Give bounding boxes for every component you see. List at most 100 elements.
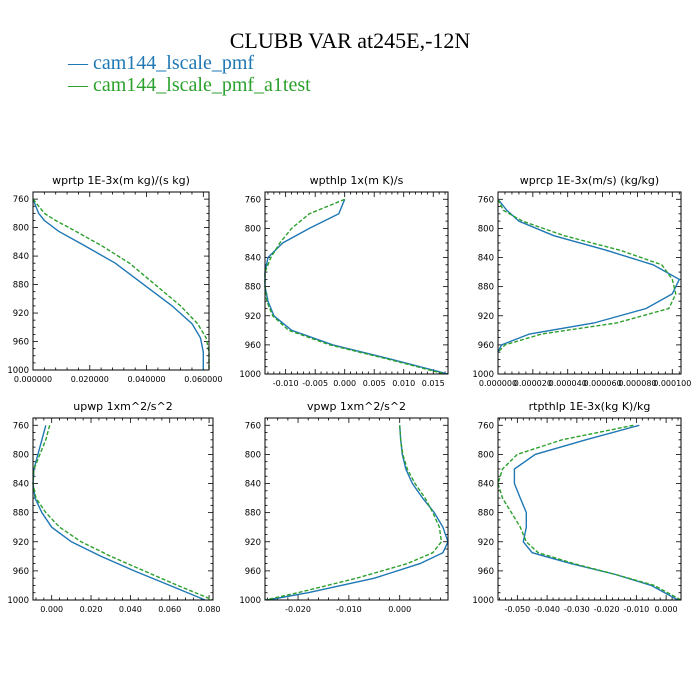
series-line-2 xyxy=(264,198,446,375)
x-tick-label: -0.010 xyxy=(336,605,362,614)
plot-frame xyxy=(497,417,682,601)
series-line-1 xyxy=(32,198,205,370)
figure-title: CLUBB VAR at245E,-12N xyxy=(229,28,471,53)
y-tick-label: 920 xyxy=(478,312,494,322)
x-tick-label: 0.020000 xyxy=(71,375,109,384)
y-tick-label: 840 xyxy=(13,252,29,262)
legend-line-marker: — xyxy=(68,74,93,96)
x-tick-label: 0.000000 xyxy=(14,375,52,384)
y-tick-label: 960 xyxy=(13,567,29,577)
x-tick-label: 0.040000 xyxy=(127,375,165,384)
x-tick-label: -0.010 xyxy=(623,605,649,614)
x-tick-label: -0.005 xyxy=(302,379,328,388)
series-line-2 xyxy=(497,424,682,601)
series-line-1 xyxy=(32,425,206,601)
series-line-2 xyxy=(264,425,443,601)
subplot-1: wprtp 1E-3x(m kg)/(s kg) 760 800 840 880 920 9… xyxy=(7,174,222,384)
subplot-6: rtpthlp 1E-3x(kg K)/kg 760 800 840 880 920 960… xyxy=(472,400,682,614)
subplot-title: vpwp 1xm^2/s^2 xyxy=(307,400,406,413)
x-tick-label: -0.020 xyxy=(594,605,620,614)
series-line-2 xyxy=(32,425,214,601)
y-tick-label: 840 xyxy=(13,480,29,490)
series-line-2 xyxy=(497,198,677,353)
x-tick-label: 0.000 xyxy=(40,605,63,614)
legend-label-a1test: cam144_lscale_pmf_a1test xyxy=(93,74,311,96)
x-tick-label: 0.080 xyxy=(198,605,221,614)
y-tick-label: 880 xyxy=(478,283,494,293)
y-tick-label: 1000 xyxy=(7,366,29,376)
legend-entry-pmf: — cam144_lscale_pmf xyxy=(68,52,254,75)
series-line-2 xyxy=(32,198,210,370)
y-tick-label: 840 xyxy=(478,254,494,264)
plot-frame xyxy=(497,191,682,375)
y-tick-label: 1000 xyxy=(472,370,494,380)
subplot-title: wpthlp 1x(m K)/s xyxy=(310,174,404,187)
y-tick-label: 840 xyxy=(245,480,261,490)
y-tick-label: 880 xyxy=(13,509,29,519)
x-tick-label: 0.060 xyxy=(158,605,181,614)
subplot-title: upwp 1xm^2/s^2 xyxy=(73,400,173,413)
x-tick-label: 0.000080 xyxy=(618,379,656,388)
y-tick-label: 1000 xyxy=(472,596,494,606)
x-tick-label: 0.040 xyxy=(119,605,142,614)
y-tick-label: 840 xyxy=(245,254,261,264)
x-tick-label: -0.010 xyxy=(273,379,299,388)
y-tick-label: 760 xyxy=(13,195,29,205)
y-tick-label: 880 xyxy=(245,509,261,519)
y-tick-label: 880 xyxy=(478,509,494,519)
y-tick-label: 800 xyxy=(245,450,261,460)
y-tick-label: 960 xyxy=(478,341,494,351)
plot-frame xyxy=(32,191,210,371)
y-tick-label: 920 xyxy=(245,538,261,548)
subplot-title: wprcp 1E-3x(m/s) (kg/kg) xyxy=(520,174,659,187)
x-tick-label: 0.015 xyxy=(422,379,445,388)
y-tick-label: 1000 xyxy=(239,596,261,606)
x-tick-label: 0.000020 xyxy=(514,379,552,388)
subplot-5: vpwp 1xm^2/s^2 760 800 840 880 920 960 1000 -0.0… xyxy=(239,400,449,614)
y-tick-label: 960 xyxy=(478,567,494,577)
y-tick-label: 760 xyxy=(245,421,261,431)
y-tick-label: 760 xyxy=(245,195,261,205)
x-tick-label: 0.060000 xyxy=(184,375,222,384)
y-tick-label: 920 xyxy=(13,309,29,319)
y-tick-label: 760 xyxy=(478,195,494,205)
x-tick-label: 0.020 xyxy=(80,605,103,614)
plot-frame xyxy=(264,417,449,601)
y-tick-label: 800 xyxy=(478,450,494,460)
y-tick-label: 920 xyxy=(478,538,494,548)
y-tick-label: 880 xyxy=(245,283,261,293)
x-tick-label: -0.020 xyxy=(285,605,311,614)
x-tick-label: 0.000060 xyxy=(583,379,621,388)
y-tick-label: 1000 xyxy=(7,596,29,606)
y-tick-label: 920 xyxy=(245,312,261,322)
y-tick-label: 960 xyxy=(245,341,261,351)
plot-frame xyxy=(264,191,449,375)
x-tick-label: 0.000 xyxy=(388,605,411,614)
subplot-title: wprtp 1E-3x(m kg)/(s kg) xyxy=(52,174,190,187)
series-line-1 xyxy=(497,198,681,353)
x-tick-label: 0.010 xyxy=(392,379,415,388)
subplot-2: wpthlp 1x(m K)/s 760 800 840 880 920 960 1000 -0… xyxy=(239,174,449,388)
x-tick-label: -0.050 xyxy=(504,605,530,614)
x-tick-label: 0.000040 xyxy=(549,379,587,388)
y-tick-label: 760 xyxy=(13,421,29,431)
x-tick-label: 0.000 xyxy=(655,605,678,614)
subplot-title: rtpthlp 1E-3x(kg K)/kg xyxy=(529,400,651,413)
y-tick-label: 800 xyxy=(245,224,261,234)
x-tick-label: 0.000100 xyxy=(653,379,691,388)
y-tick-label: 840 xyxy=(478,480,494,490)
legend-entry-a1test: — cam144_lscale_pmf_a1test xyxy=(68,74,311,97)
y-tick-label: 800 xyxy=(13,450,29,460)
subplot-4: upwp 1xm^2/s^2 760 800 840 880 920 960 1000 0.00… xyxy=(7,400,220,614)
y-tick-label: 920 xyxy=(13,538,29,548)
y-tick-label: 960 xyxy=(245,567,261,577)
x-tick-label: 0.000 xyxy=(333,379,356,388)
x-tick-label: 0.005 xyxy=(363,379,386,388)
x-tick-label: 0.000000 xyxy=(479,379,517,388)
x-tick-label: -0.030 xyxy=(564,605,590,614)
x-tick-label: -0.040 xyxy=(534,605,560,614)
legend-line-marker: — xyxy=(68,52,93,74)
series-line-1 xyxy=(267,425,449,601)
legend-label-pmf: cam144_lscale_pmf xyxy=(93,52,255,74)
